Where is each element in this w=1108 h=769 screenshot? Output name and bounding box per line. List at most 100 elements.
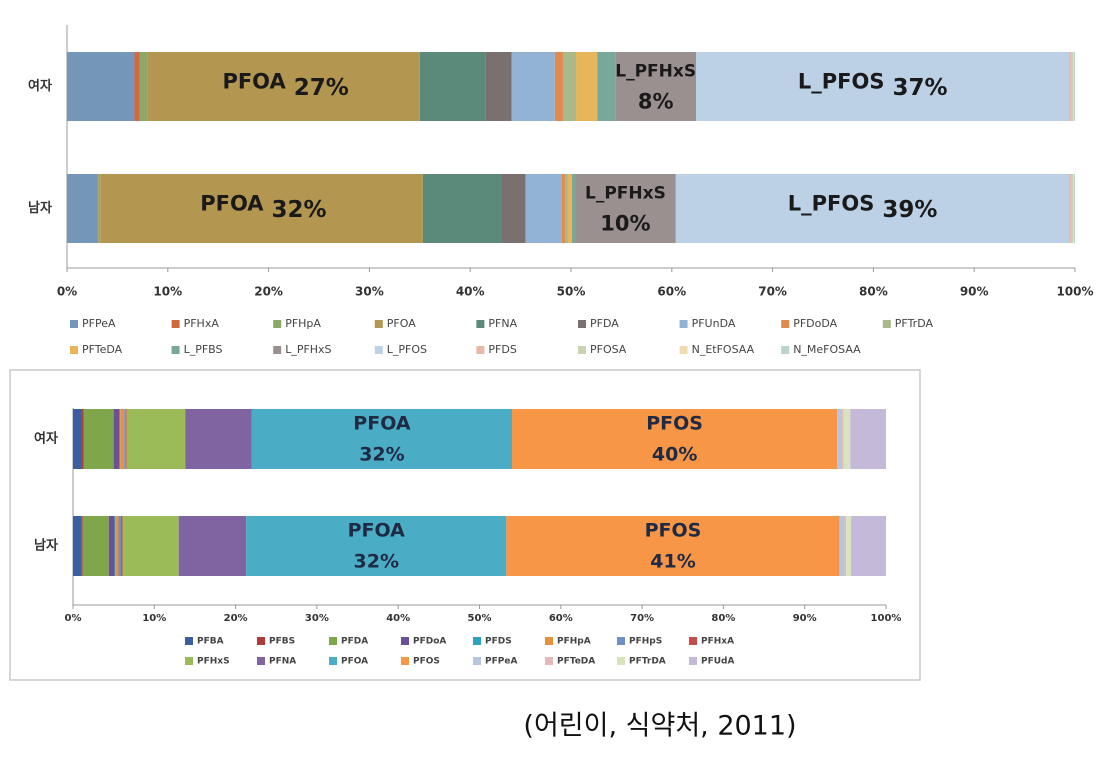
x-tick-label: 80% <box>859 285 888 299</box>
chart-frame <box>9 369 921 681</box>
bar-segment <box>246 516 507 576</box>
bar-segment <box>185 409 252 469</box>
bar-segment <box>81 516 83 576</box>
legend-swatch <box>374 320 383 328</box>
legend-swatch <box>185 657 193 665</box>
bar-segment <box>97 174 99 243</box>
legend-label: PFDA <box>341 637 368 647</box>
x-tick-label: 100% <box>871 613 902 624</box>
x-tick-label: 40% <box>386 613 410 624</box>
legend-label: PFDS <box>485 637 512 647</box>
legend-swatch <box>171 346 180 354</box>
bar-segment <box>501 174 526 243</box>
bar-segment <box>843 409 851 469</box>
bar-segment <box>113 409 120 469</box>
segment-name: L_PFOS <box>798 70 885 94</box>
x-tick-label: 0% <box>65 613 82 624</box>
segment-name: PFOS <box>646 413 703 435</box>
legend-label: PFTeDA <box>557 657 595 667</box>
legend-swatch <box>689 657 697 665</box>
bar-segment <box>134 52 140 121</box>
legend-label: N_EtFOSAA <box>692 343 755 356</box>
x-tick-label: 10% <box>142 613 166 624</box>
legend-label: PFDoA <box>413 637 446 647</box>
bar-segment <box>615 52 696 121</box>
legend-swatch <box>781 346 790 354</box>
bar-segment <box>100 174 423 243</box>
bar-segment <box>564 174 568 243</box>
x-tick-label: 70% <box>758 285 787 299</box>
bar-segment <box>126 409 186 469</box>
segment-name: PFOA <box>200 192 264 216</box>
legend-swatch <box>473 637 481 645</box>
segment-name: PFOA <box>222 70 286 94</box>
category-label: 여자 <box>28 78 52 94</box>
caption: (어린이, 식약처, 2011) <box>523 711 796 742</box>
legend-swatch <box>185 637 193 645</box>
value-label: 39% <box>882 197 937 223</box>
bar-segment <box>422 174 502 243</box>
bar-segment <box>844 516 847 576</box>
x-tick-label: 30% <box>355 285 384 299</box>
legend-label: PFHxS <box>197 657 230 667</box>
bar-segment <box>506 516 840 576</box>
legend-swatch <box>617 657 625 665</box>
segment-name: PFOS <box>645 520 702 542</box>
bar-segment <box>147 52 420 121</box>
legend-label: N_MeFOSAA <box>793 343 861 356</box>
legend-swatch <box>679 346 688 354</box>
bar-segment <box>108 516 115 576</box>
legend-swatch <box>781 320 790 328</box>
legend-label: PFHpA <box>285 317 321 330</box>
bar-segment <box>119 409 121 469</box>
bar-segment <box>1070 52 1073 121</box>
x-tick-label: 60% <box>657 285 686 299</box>
x-tick-label: 20% <box>254 285 283 299</box>
bar-segment <box>1072 52 1074 121</box>
value-label: 10% <box>600 212 650 236</box>
legend-swatch <box>329 637 337 645</box>
x-tick-label: 70% <box>630 613 654 624</box>
legend-label: PFOS <box>413 657 440 667</box>
legend-label: PFOSA <box>590 343 627 356</box>
bar-segment <box>178 516 247 576</box>
legend-label: L_PFOS <box>387 343 427 356</box>
value-label: 27% <box>294 75 349 101</box>
legend-swatch <box>882 320 891 328</box>
bar-segment <box>115 516 119 576</box>
bar-segment <box>122 516 179 576</box>
legend-label: PFBA <box>197 637 224 647</box>
legend-swatch <box>70 320 78 328</box>
value-label: 8% <box>638 90 674 114</box>
value-label: 32% <box>359 444 404 466</box>
legend-label: PFUdA <box>701 657 734 667</box>
bar-segment <box>597 52 616 121</box>
legend-swatch <box>273 346 282 354</box>
bar-segment <box>842 409 844 469</box>
legend-swatch <box>578 346 586 354</box>
bar-segment <box>73 409 82 469</box>
x-tick-label: 60% <box>549 613 573 624</box>
segment-name: L_PFHxS <box>615 62 696 82</box>
segment-name: PFOA <box>353 413 411 435</box>
bar-segment <box>251 409 513 469</box>
bar-segment <box>1070 174 1073 243</box>
legend-swatch <box>578 320 586 328</box>
legend-swatch <box>329 657 337 665</box>
category-label: 남자 <box>34 538 58 554</box>
bar-segment <box>125 409 127 469</box>
bar-segment <box>1068 174 1071 243</box>
legend-swatch <box>401 657 409 665</box>
bar-segment <box>1073 52 1075 121</box>
bar-segment <box>124 409 126 469</box>
x-tick-label: 100% <box>1056 285 1093 299</box>
bar-segment <box>120 516 123 576</box>
bar-segment <box>562 52 577 121</box>
legend-swatch <box>476 320 485 328</box>
x-tick-label: 0% <box>57 285 77 299</box>
x-tick-label: 40% <box>456 285 485 299</box>
legend-label: PFDS <box>488 343 516 356</box>
legend-swatch <box>545 657 553 665</box>
bar-segment <box>485 52 512 121</box>
bar-segment <box>839 516 845 576</box>
